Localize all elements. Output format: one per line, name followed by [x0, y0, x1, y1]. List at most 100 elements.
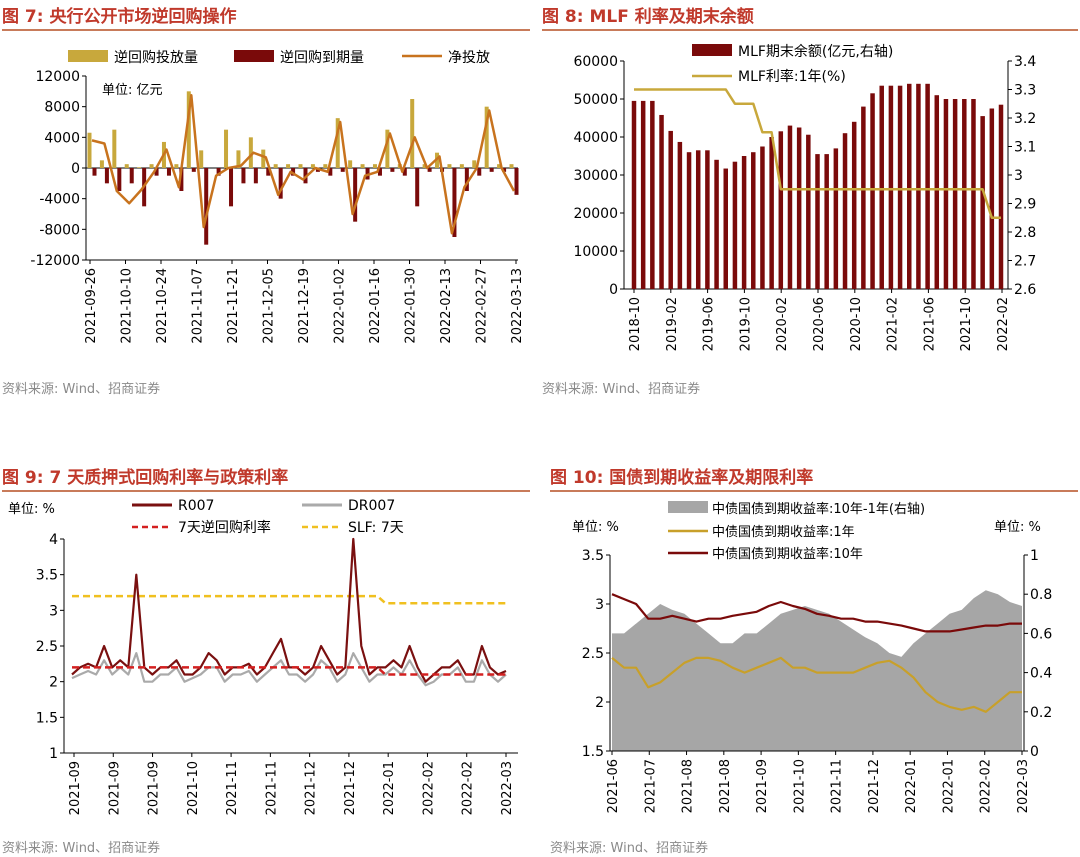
source-note: 资料来源: Wind、招商证券: [550, 841, 709, 856]
bar-mature: [377, 168, 382, 176]
x-tick-label: 2020-10: [849, 297, 864, 351]
bar-inject: [447, 164, 452, 168]
bar-inject: [99, 160, 104, 168]
bar-inject: [484, 106, 489, 168]
bar-mlf-balance: [851, 121, 857, 289]
bar-mlf-balance: [806, 134, 811, 289]
bar-mature: [229, 168, 234, 207]
panel-fig7: 图 7: 央行公开市场逆回购操作 逆回购投放量 逆回购到期量 净投放 单位: 亿元 12…: [2, 2, 530, 400]
series-area-spread: [612, 590, 1022, 751]
x-tick-label: 2022-02: [461, 761, 476, 815]
legend-label-slf: SLF: 7天: [348, 520, 404, 536]
x-tick-label: 2021-12: [304, 761, 319, 815]
bar-mlf-balance: [888, 85, 894, 289]
x-tick-label: 2022-03: [1016, 759, 1031, 813]
y-tick-label: 2.9: [1014, 197, 1036, 213]
bar-inject: [174, 164, 179, 168]
panel-title: 图 8: MLF 利率及期末余额: [542, 7, 754, 27]
bar-mature: [390, 168, 395, 172]
legend-swatch-bar: [692, 44, 732, 56]
x-tick-label: 2021-10: [959, 297, 974, 351]
series-line-10y: [611, 593, 1022, 633]
unit-label: 单位: 亿元: [102, 83, 163, 98]
bar-mlf-balance: [631, 100, 637, 290]
unit-label-left: 单位: %: [572, 520, 619, 535]
y-tick-label: 3.2: [1014, 111, 1036, 127]
bar-mlf-balance: [824, 154, 829, 289]
bar-inject: [509, 164, 514, 168]
legend-label-line: MLF利率:1年(%): [738, 68, 846, 85]
series-line-1y: [611, 656, 1022, 713]
y-tick-label: 3.5: [582, 548, 604, 564]
x-tick-label: 2020-06: [812, 297, 827, 351]
y-tick-label: 8000: [44, 100, 80, 116]
bar-inject: [459, 164, 464, 168]
series-line-dr007: [71, 652, 507, 687]
title-divider: [550, 490, 1078, 492]
x-tick-label: 2021-12: [343, 761, 358, 815]
source-note: 资料来源: Wind、招商证券: [2, 382, 161, 397]
y-tick-label: 0.2: [1030, 705, 1052, 721]
x-tick-label: 2021-09: [755, 759, 770, 813]
y-tick-label: 0: [1030, 744, 1039, 760]
chart-fig10: 中债国债到期收益率:10年-1年(右轴) 中债国债到期收益率:1年中债国债到期收益…: [572, 501, 1052, 813]
bar-mlf-balance: [714, 159, 719, 289]
legend-label-mature: 逆回购到期量: [280, 50, 364, 66]
bar-mlf-balance: [842, 133, 848, 289]
x-tick-label: 2021-12-19: [297, 268, 312, 344]
bar-inject: [335, 118, 340, 168]
y-tick-label: 2.5: [36, 639, 58, 655]
bar-mature: [104, 168, 109, 184]
panel-fig8: 图 8: MLF 利率及期末余额 MLF期末余额(亿元,右轴) MLF利率:1年(…: [542, 2, 1078, 400]
bar-inject: [410, 99, 415, 168]
y-tick-label: 20000: [573, 206, 618, 222]
bar-inject: [199, 150, 204, 168]
x-tick-label: 2021-11-07: [191, 268, 206, 344]
bar-mlf-balance: [815, 154, 820, 289]
bar-mature: [477, 168, 482, 176]
bar-mlf-balance: [686, 152, 692, 289]
y-tick-label: 0: [609, 282, 618, 298]
bar-mlf-balance: [659, 114, 664, 290]
y-tick-label: 4: [49, 532, 58, 548]
x-tick-label: 2019-10: [738, 297, 753, 351]
x-tick-label: 2019-02: [665, 297, 680, 351]
bar-mlf-balance: [879, 85, 884, 289]
bar-mature: [415, 168, 420, 207]
y-tick-label: 40000: [573, 130, 618, 146]
bar-inject: [137, 167, 142, 168]
y-tick-label: 3: [595, 597, 604, 613]
bar-mature: [502, 168, 507, 172]
y-tick-label: 2: [49, 675, 58, 691]
title-divider: [542, 29, 1078, 31]
legend-label-reverse-repo: 7天逆回购利率: [178, 519, 271, 536]
bar-inject: [186, 91, 191, 168]
panel-title: 图 9: 7 天质押式回购利率与政策利率: [2, 468, 289, 488]
bar-mlf-balance: [695, 150, 701, 289]
bar-mature: [191, 168, 196, 172]
y-tick-label: 2: [595, 695, 604, 711]
bar-inject: [124, 164, 129, 168]
x-tick-label: 2022-01-16: [368, 268, 383, 344]
y-tick-label: 3.5: [36, 568, 58, 584]
x-tick-label: 2021-09: [68, 761, 83, 815]
bar-inject: [236, 150, 241, 168]
bar-mature: [464, 168, 469, 191]
source-note: 资料来源: Wind、招商证券: [2, 841, 161, 856]
series-line-net: [91, 93, 516, 235]
legend-swatch-mature: [234, 50, 274, 62]
y-tick-label: 1: [49, 746, 58, 762]
bar-mlf-balance: [705, 150, 710, 289]
bar-mlf-balance: [778, 131, 784, 289]
x-tick-label: 2022-01: [382, 761, 397, 815]
chart-fig8: MLF期末余额(亿元,右轴) MLF利率:1年(%) 60000 50000 40000…: [573, 43, 1036, 351]
bar-mature: [353, 168, 358, 222]
x-tick-label: 2022-03-13: [510, 268, 525, 344]
bar-mlf-balance: [998, 104, 1004, 289]
y-tick-label: 0.6: [1030, 626, 1052, 642]
unit-label-right: 单位: %: [994, 520, 1041, 535]
bar-mlf-balance: [732, 161, 738, 289]
y-tick-label: 2.8: [1014, 225, 1036, 241]
bar-inject: [372, 164, 377, 168]
